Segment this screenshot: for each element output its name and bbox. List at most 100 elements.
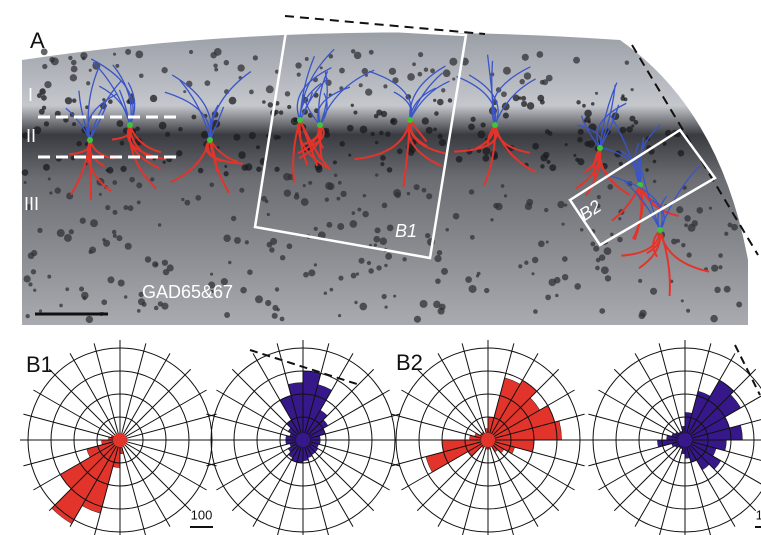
cell: [575, 158, 579, 162]
cell: [522, 54, 529, 61]
cell: [198, 168, 204, 174]
cell: [380, 162, 384, 166]
cell: [44, 81, 51, 88]
grid-spoke: [303, 440, 374, 511]
grid-spoke: [488, 440, 559, 511]
cell: [501, 91, 507, 97]
grid-spoke: [49, 369, 120, 440]
cell: [465, 276, 472, 283]
grid-spoke: [303, 440, 400, 466]
cell: [295, 192, 299, 196]
cell: [295, 62, 301, 68]
cell: [40, 88, 46, 94]
cell: [44, 121, 49, 126]
panel-label: B1: [26, 352, 53, 377]
cell: [736, 302, 742, 308]
cell: [573, 57, 580, 64]
cell: [183, 90, 186, 93]
grid-spoke: [303, 440, 353, 527]
cell: [49, 191, 52, 194]
cell: [247, 269, 253, 275]
cell: [267, 242, 273, 248]
cell: [326, 222, 332, 228]
cell: [524, 72, 531, 79]
cell: [533, 309, 538, 314]
cell: [80, 218, 86, 224]
cell: [546, 240, 549, 243]
cell: [582, 104, 586, 108]
cell: [324, 291, 327, 294]
cell: [577, 137, 583, 143]
cell: [368, 268, 374, 274]
cell: [135, 51, 143, 59]
cell: [305, 57, 309, 61]
cell: [384, 305, 387, 308]
cell: [65, 287, 69, 291]
cell: [434, 255, 441, 262]
cell: [481, 122, 486, 127]
cell: [224, 312, 230, 318]
cell: [348, 154, 351, 157]
cell: [503, 67, 511, 75]
cell: [414, 316, 421, 323]
cell: [347, 125, 354, 132]
cell: [314, 227, 318, 231]
cell: [240, 287, 247, 294]
cell: [268, 102, 273, 107]
cell: [150, 177, 154, 181]
cell: [123, 205, 128, 210]
cell: [162, 260, 168, 266]
cell: [584, 110, 591, 117]
cell: [639, 312, 646, 319]
cell: [709, 207, 712, 210]
cell: [287, 243, 293, 249]
cell: [696, 207, 703, 214]
cell: [562, 256, 568, 262]
cell: [433, 128, 437, 132]
cell: [136, 182, 142, 188]
rose-center: [678, 433, 692, 447]
cell: [607, 184, 613, 190]
cell: [426, 193, 432, 199]
rose-center: [113, 433, 127, 447]
cell: [676, 206, 683, 213]
cell: [340, 191, 346, 197]
cell: [484, 288, 489, 293]
cell: [545, 294, 551, 300]
cell: [630, 88, 633, 91]
cell: [379, 131, 384, 136]
grid-spoke: [488, 440, 538, 527]
cell: [389, 68, 396, 75]
cell: [605, 275, 611, 281]
cell: [714, 287, 720, 293]
cell: [214, 48, 222, 56]
cell: [239, 188, 244, 193]
cell: [338, 275, 343, 280]
cell: [524, 261, 528, 265]
soma: [597, 145, 603, 151]
cell: [245, 163, 253, 171]
cell: [308, 269, 315, 276]
cell: [333, 160, 337, 164]
grid-spoke: [635, 440, 685, 527]
cell: [191, 115, 196, 120]
cell: [103, 240, 110, 247]
grid-spoke: [120, 390, 207, 440]
cell: [425, 233, 430, 238]
cell: [107, 276, 114, 283]
cell: [70, 74, 77, 81]
cell: [443, 69, 451, 77]
cell: [128, 205, 134, 211]
cell: [105, 205, 110, 210]
cell: [24, 181, 27, 184]
cell: [578, 129, 584, 135]
cell: [159, 122, 167, 130]
cell: [532, 257, 538, 263]
cell: [573, 154, 576, 157]
cell: [504, 194, 507, 197]
cell: [64, 234, 72, 242]
cell: [357, 208, 361, 212]
grid-spoke: [659, 440, 685, 535]
cell: [650, 288, 657, 295]
soma: [207, 137, 213, 143]
